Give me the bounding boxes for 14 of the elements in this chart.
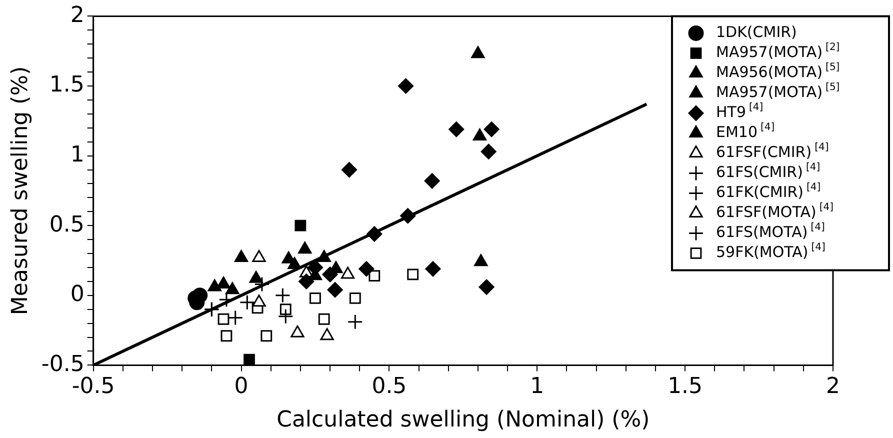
- x-tick-label: 2: [826, 374, 840, 400]
- y-tick-label: 0: [70, 282, 84, 308]
- y-tick-label: 1.5: [49, 72, 84, 98]
- y-tick-label: -0.5: [41, 352, 84, 377]
- x-axis-title: Calculated swelling (Nominal) (%): [276, 408, 650, 433]
- y-axis-title: Measured swelling (%): [8, 66, 33, 316]
- x-tick-label: 1.5: [668, 374, 703, 400]
- y-tick-label: 0.5: [49, 212, 84, 238]
- y-tick-label: 1: [70, 142, 84, 168]
- legend-label: 1DK(CMIR): [716, 23, 797, 42]
- y-tick-label: 2: [70, 2, 84, 28]
- x-tick-label: 0.5: [372, 374, 407, 400]
- x-tick-label: 1: [530, 374, 544, 400]
- x-tick-label: 0: [234, 374, 248, 400]
